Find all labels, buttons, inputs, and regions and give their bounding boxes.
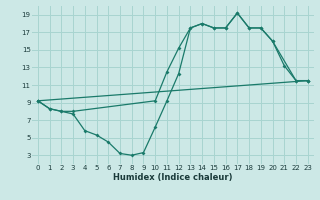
X-axis label: Humidex (Indice chaleur): Humidex (Indice chaleur)	[113, 173, 233, 182]
